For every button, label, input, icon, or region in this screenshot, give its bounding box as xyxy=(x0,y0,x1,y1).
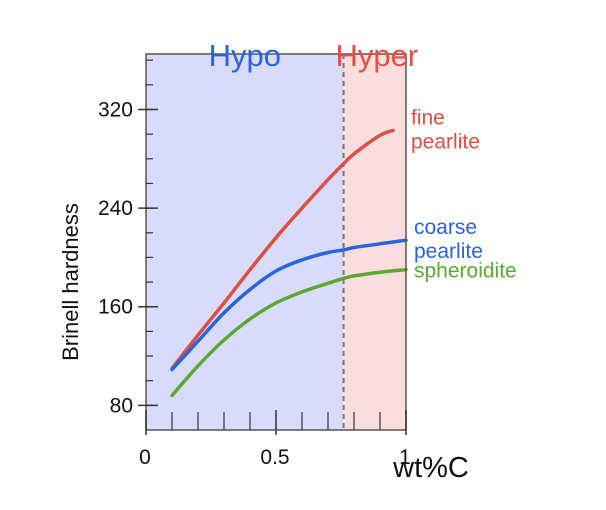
region-label-hyper: Hyper xyxy=(335,38,418,73)
region-hypo xyxy=(146,54,344,430)
y-axis-title: Brinell hardness xyxy=(58,203,83,361)
x-axis-title: wt%C xyxy=(392,452,469,484)
region-label-hypo: Hypo xyxy=(209,38,281,73)
series-label-spheroidite: spheroidite xyxy=(414,260,517,283)
series-label-coarse-pearlite: coarse pearlite xyxy=(414,216,483,263)
x-tick-label: 0 xyxy=(139,446,151,469)
x-tick-label: 0.5 xyxy=(260,446,289,469)
series-line-fine-pearlite xyxy=(170,128,395,371)
y-tick-label: 240 xyxy=(98,197,133,220)
y-tick-label: 80 xyxy=(110,394,133,417)
series-layer xyxy=(170,128,408,398)
y-tick-label: 320 xyxy=(98,98,133,121)
labels-layer: Hypo Hyper fine pearlite coarse pearlitespher… xyxy=(98,38,517,469)
regions-layer xyxy=(146,54,406,430)
series-label-fine-pearlite: fine pearlite xyxy=(411,106,480,153)
y-tick-label: 160 xyxy=(98,296,133,319)
series-line-coarse-pearlite xyxy=(170,238,408,372)
x-tick-label: 1 xyxy=(399,446,411,469)
series-line-spheroidite xyxy=(170,267,408,398)
ticks-layer xyxy=(138,59,407,435)
